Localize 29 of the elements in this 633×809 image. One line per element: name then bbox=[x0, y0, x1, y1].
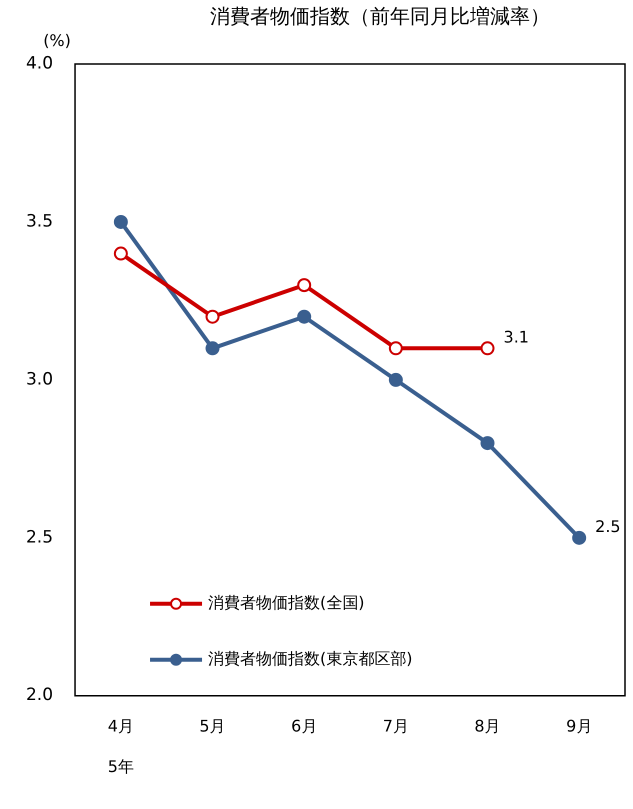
data-label: 3.1 bbox=[504, 327, 529, 346]
point bbox=[480, 341, 495, 356]
legend-label: 消費者物価指数(東京都区部) bbox=[208, 648, 413, 668]
x-tick-label: 9月 bbox=[566, 716, 592, 736]
y-tick-label: 2.0 bbox=[26, 685, 54, 706]
point bbox=[114, 246, 128, 261]
legend-label: 消費者物価指数(全国) bbox=[208, 592, 365, 612]
point bbox=[114, 214, 128, 229]
point bbox=[297, 278, 312, 292]
point bbox=[388, 341, 403, 356]
text: 5年 bbox=[108, 756, 134, 776]
y-tick-label: 3.5 bbox=[26, 211, 54, 232]
x-tick-label: 7月 bbox=[382, 716, 409, 736]
point bbox=[388, 372, 403, 387]
point bbox=[480, 436, 495, 450]
x-tick-label: 8月 bbox=[474, 716, 501, 736]
data-label: 2.5 bbox=[595, 517, 621, 536]
y-tick-label: 4.0 bbox=[26, 53, 54, 74]
x-tick-label: 4月 bbox=[108, 716, 134, 736]
y-tick-label: 2.5 bbox=[26, 527, 54, 548]
point bbox=[206, 341, 220, 356]
point bbox=[297, 310, 312, 324]
y-axis-title: (%) bbox=[43, 31, 71, 50]
point bbox=[206, 310, 220, 324]
point bbox=[572, 530, 586, 545]
x-tick-label: 6月 bbox=[291, 716, 318, 736]
y-tick-label: 3.0 bbox=[26, 369, 54, 390]
x-tick-label: 5月 bbox=[199, 716, 226, 736]
chart-title: 消費者物価指数（前年同月比増減率） bbox=[210, 4, 550, 28]
